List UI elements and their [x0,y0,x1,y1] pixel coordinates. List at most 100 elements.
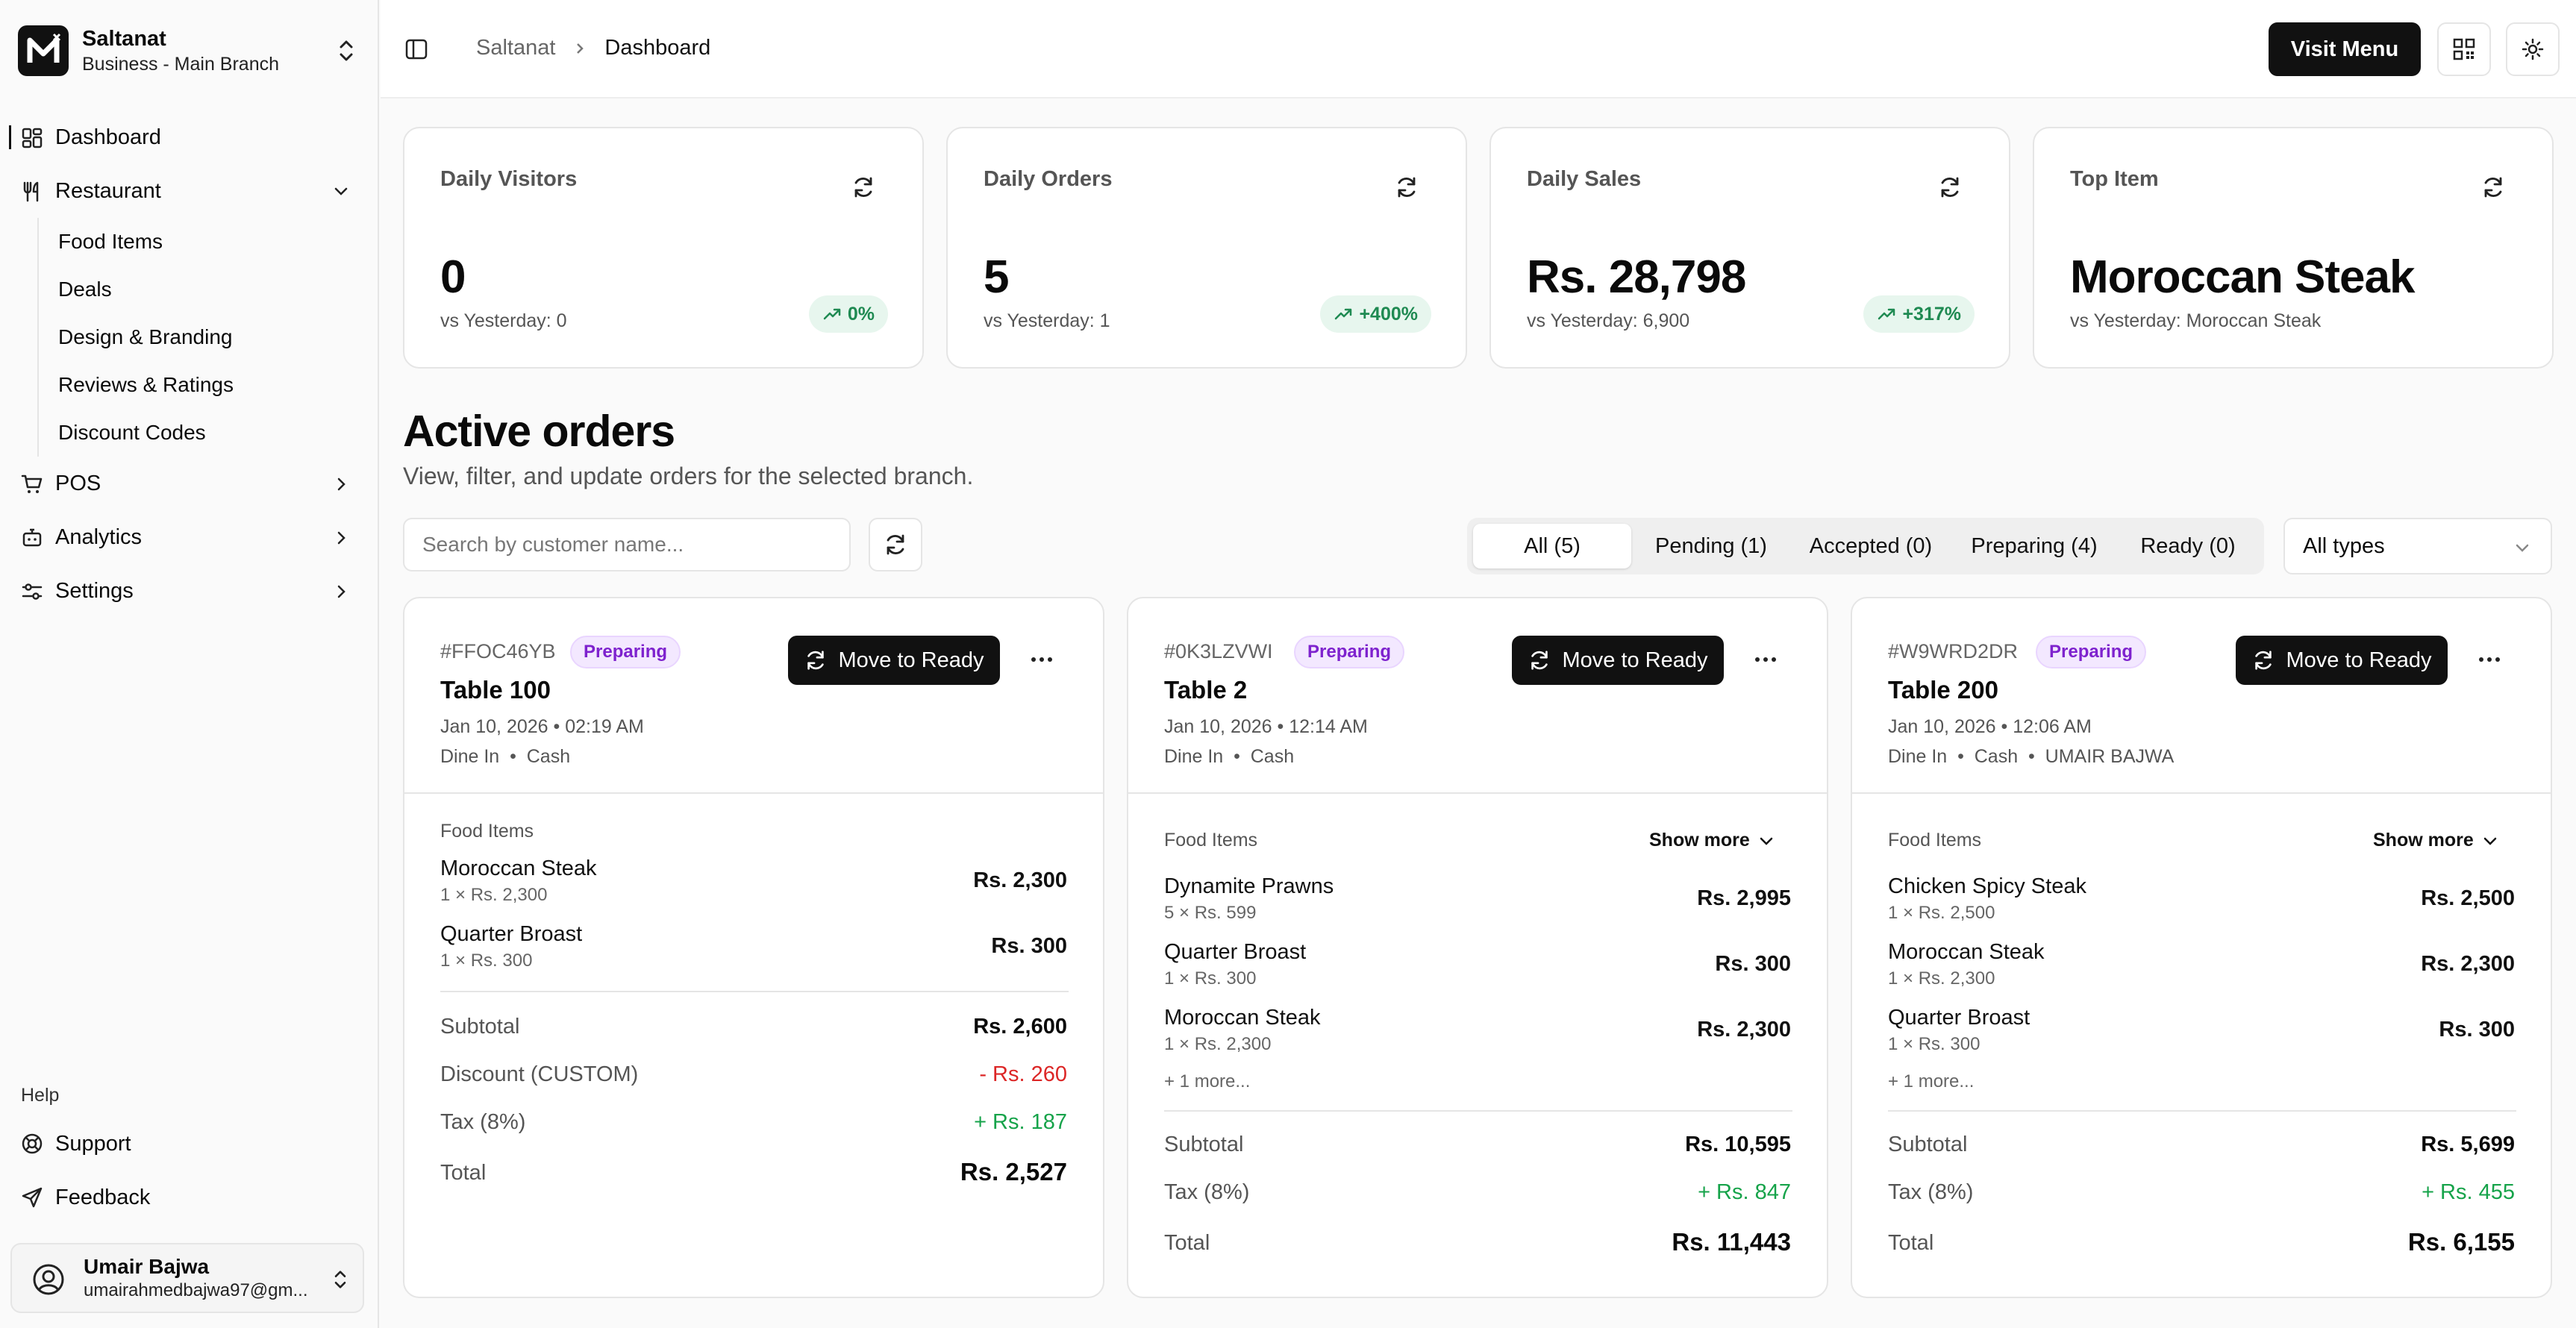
more-items-link[interactable]: + 1 more... [1164,1071,1251,1091]
stat-change-value: 0% [847,303,875,325]
bot-icon [22,528,42,547]
branch-switcher[interactable]: Saltanat Business - Main Branch [18,21,361,81]
customer-search-input[interactable] [403,518,851,571]
sidebar-item-label: Analytics [55,524,143,549]
more-horizontal-icon [1755,657,1776,662]
order-more-button[interactable] [2475,645,2504,674]
food-items-label: Food Items [1164,830,1258,851]
item-name: Dynamite Prawns [1164,874,1334,898]
utensils-icon [23,181,39,202]
item-price: Rs. 300 [1715,952,1791,976]
refresh-icon[interactable] [2480,175,2506,200]
sidebar-item-deals[interactable]: Deals [58,278,112,301]
move-to-ready-button[interactable]: Move to Ready [788,636,1000,685]
move-to-ready-button[interactable]: Move to Ready [2236,636,2448,685]
sidebar-item-support[interactable]: Support [0,1118,379,1170]
sidebar-item-discount-codes[interactable]: Discount Codes [58,421,206,444]
refresh-icon[interactable] [851,175,876,200]
order-meta: Dine In • Cash [440,746,571,767]
restaurant-submenu: Food Items Deals Design & Branding Revie… [37,218,379,457]
sidebar-item-label: Dashboard [55,125,161,149]
user-circle-icon [33,1264,64,1295]
chevron-down-icon [2516,544,2529,552]
sidebar-item-restaurant[interactable]: Restaurant [0,164,379,218]
food-items-label: Food Items [1888,830,1982,851]
item-qty: 1 × Rs. 300 [1888,1034,1981,1054]
stat-change-badge: +400% [1320,295,1431,333]
order-table: Table 2 [1164,676,1248,704]
tax-label: Tax (8%) [1888,1180,1974,1204]
sidebar-toggle-icon[interactable] [404,37,428,61]
divider [1888,1110,2516,1112]
sidebar-item-pos[interactable]: POS [0,457,379,510]
tax-label: Tax (8%) [1164,1180,1250,1204]
order-id: #FFOC46YB [440,640,556,663]
refresh-icon[interactable] [1937,175,1963,200]
theme-toggle-button[interactable] [2506,22,2560,76]
sidebar-item-dashboard[interactable]: Dashboard [0,110,379,164]
subtotal-value: Rs. 5,699 [2421,1133,2515,1156]
breadcrumb-root[interactable]: Saltanat [476,36,556,60]
visit-menu-button[interactable]: Visit Menu [2269,22,2421,76]
chevron-right-icon [337,585,346,598]
order-table: Table 200 [1888,676,1998,704]
order-more-button[interactable] [1751,645,1781,674]
sidebar-item-analytics[interactable]: Analytics [0,510,379,564]
item-qty: 5 × Rs. 599 [1164,903,1257,923]
sidebar-item-settings[interactable]: Settings [0,564,379,618]
order-date: Jan 10, 2026 • 02:19 AM [440,716,644,737]
show-more-button[interactable]: Show more [1649,830,1775,851]
stat-card-daily-orders: Daily Orders 5 vs Yesterday: 1 +400% [946,127,1467,369]
item-name: Quarter Broast [1164,940,1307,964]
item-price: Rs. 2,500 [2421,886,2515,910]
chevron-right-icon [577,43,584,54]
sidebar-item-label: POS [55,471,101,495]
move-to-ready-button[interactable]: Move to Ready [1512,636,1724,685]
sidebar-item-reviews-ratings[interactable]: Reviews & Ratings [58,373,234,396]
sidebar-item-design-branding[interactable]: Design & Branding [58,325,233,348]
show-more-button[interactable]: Show more [2373,830,2499,851]
stat-change-value: +317% [1902,303,1961,325]
item-price: Rs. 2,300 [973,868,1067,892]
item-name: Quarter Broast [1888,1006,2031,1030]
tab-accepted[interactable]: Accepted (0) [1809,533,1933,558]
user-menu[interactable]: Umair Bajwa umairahmedbajwa97@gm... [10,1243,364,1313]
item-qty: 1 × Rs. 2,300 [1888,968,1995,989]
more-items-link[interactable]: + 1 more... [1888,1071,1975,1091]
sidebar-item-food-items[interactable]: Food Items [58,230,163,253]
qr-code-button[interactable] [2437,22,2491,76]
sidebar-item-feedback[interactable]: Feedback [0,1171,379,1224]
sun-icon [2522,38,2544,60]
order-more-button[interactable] [1027,645,1057,674]
stat-change-badge: 0% [808,295,888,333]
tab-preparing[interactable]: Preparing (4) [1971,533,2098,558]
stat-title: Daily Orders [984,167,1113,191]
stat-comparison: vs Yesterday: 6,900 [1527,310,1690,331]
stat-value: 5 [984,251,1009,303]
total-value: Rs. 2,527 [960,1158,1067,1186]
sidebar-item-label: Support [55,1131,131,1156]
tab-ready[interactable]: Ready (0) [2140,533,2236,558]
item-qty: 1 × Rs. 300 [1164,968,1257,989]
tab-pending[interactable]: Pending (1) [1655,533,1767,558]
chevron-right-icon [337,477,346,491]
order-type-select[interactable]: All types [2283,518,2552,574]
order-id: #0K3LZVWI [1164,640,1273,663]
order-id: #W9WRD2DR [1888,640,2019,663]
sidebar-item-label: Feedback [55,1185,151,1209]
refresh-icon[interactable] [1394,175,1419,200]
stat-title: Daily Sales [1527,167,1642,191]
order-card: #FFOC46YB Preparing Table 100 Jan 10, 20… [403,597,1104,1298]
tab-all[interactable]: All (5) [1473,524,1631,569]
more-horizontal-icon [1031,657,1052,662]
subtotal-label: Subtotal [1888,1133,1968,1156]
item-qty: 1 × Rs. 2,300 [440,885,548,905]
order-meta: Dine In • Cash [1164,746,1295,767]
item-qty: 1 × Rs. 2,500 [1888,903,1995,923]
order-status-tabs: All (5) Pending (1) Accepted (0) Prepari… [1467,518,2264,574]
trending-up-icon [1335,308,1352,320]
show-more-label: Show more [1649,830,1750,851]
stat-title: Top Item [2070,167,2159,191]
active-indicator [9,125,11,149]
refresh-orders-button[interactable] [869,518,922,571]
